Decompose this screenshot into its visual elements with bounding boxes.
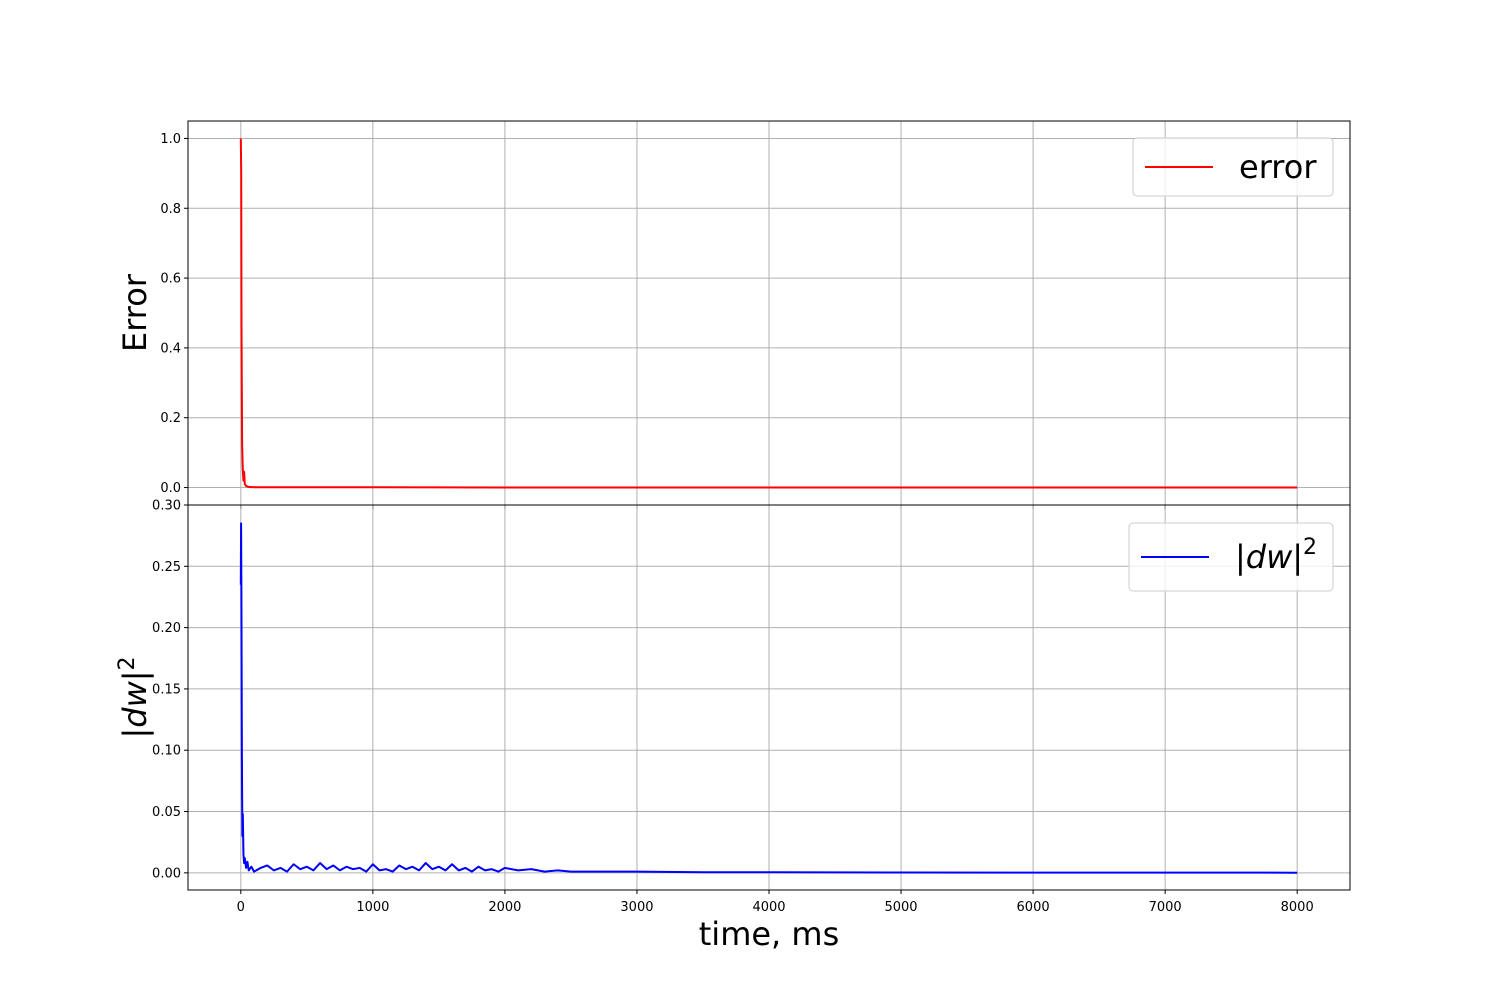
x-tick-label: 3000: [620, 900, 653, 915]
x-tick-label: 7000: [1149, 900, 1182, 915]
y-axis-label: Error: [116, 273, 154, 352]
legend: error: [1132, 137, 1334, 197]
legend-frame: [1128, 522, 1334, 592]
x-tick-label: 1000: [356, 900, 389, 915]
series-line-1-1: [239, 138, 1298, 489]
x-tick-label: 6000: [1017, 900, 1050, 915]
legend-label: |dw|2: [1235, 535, 1317, 576]
y-tick-label: 0.00: [152, 866, 181, 881]
y-tick-label: 0.30: [152, 499, 181, 514]
legend: |dw|2: [1128, 522, 1334, 592]
y-tick-label: 0.4: [160, 341, 181, 356]
y-tick-label: 0.6: [160, 272, 181, 287]
y-tick-label: 0.20: [152, 621, 181, 636]
y-tick-label: 0.0: [160, 481, 181, 496]
chart-panel-1: 0.0 0.2 0.4 0.6 0.8 1.0 Error error: [116, 120, 1351, 509]
series-line-2-1: [239, 522, 1298, 874]
y-tick-label: 0.10: [152, 744, 181, 759]
legend-frame: [1132, 137, 1334, 197]
y-tick-label: 0.8: [160, 202, 181, 217]
legend-label: error: [1239, 148, 1317, 186]
y-tick-label: 0.05: [152, 805, 181, 820]
x-tick-label: 2000: [488, 900, 521, 915]
x-tick-label: 5000: [884, 900, 917, 915]
y-tick-label: 0.25: [152, 560, 181, 575]
x-axis-label: time, ms: [699, 915, 839, 953]
y-axis-label: |dw|2: [115, 656, 154, 738]
x-tick-label: 8000: [1281, 900, 1314, 915]
y-tick-label: 1.0: [160, 132, 181, 147]
chart-panel-2: 0.00 0.05 0.10 0.15 0.20 0.25 0.30 0 1000 2000 300…: [115, 499, 1351, 953]
y-tick-label: 0.2: [160, 411, 181, 426]
y-tick-label: 0.15: [152, 682, 181, 697]
x-tick-label: 0: [237, 900, 245, 915]
x-tick-label: 4000: [752, 900, 785, 915]
